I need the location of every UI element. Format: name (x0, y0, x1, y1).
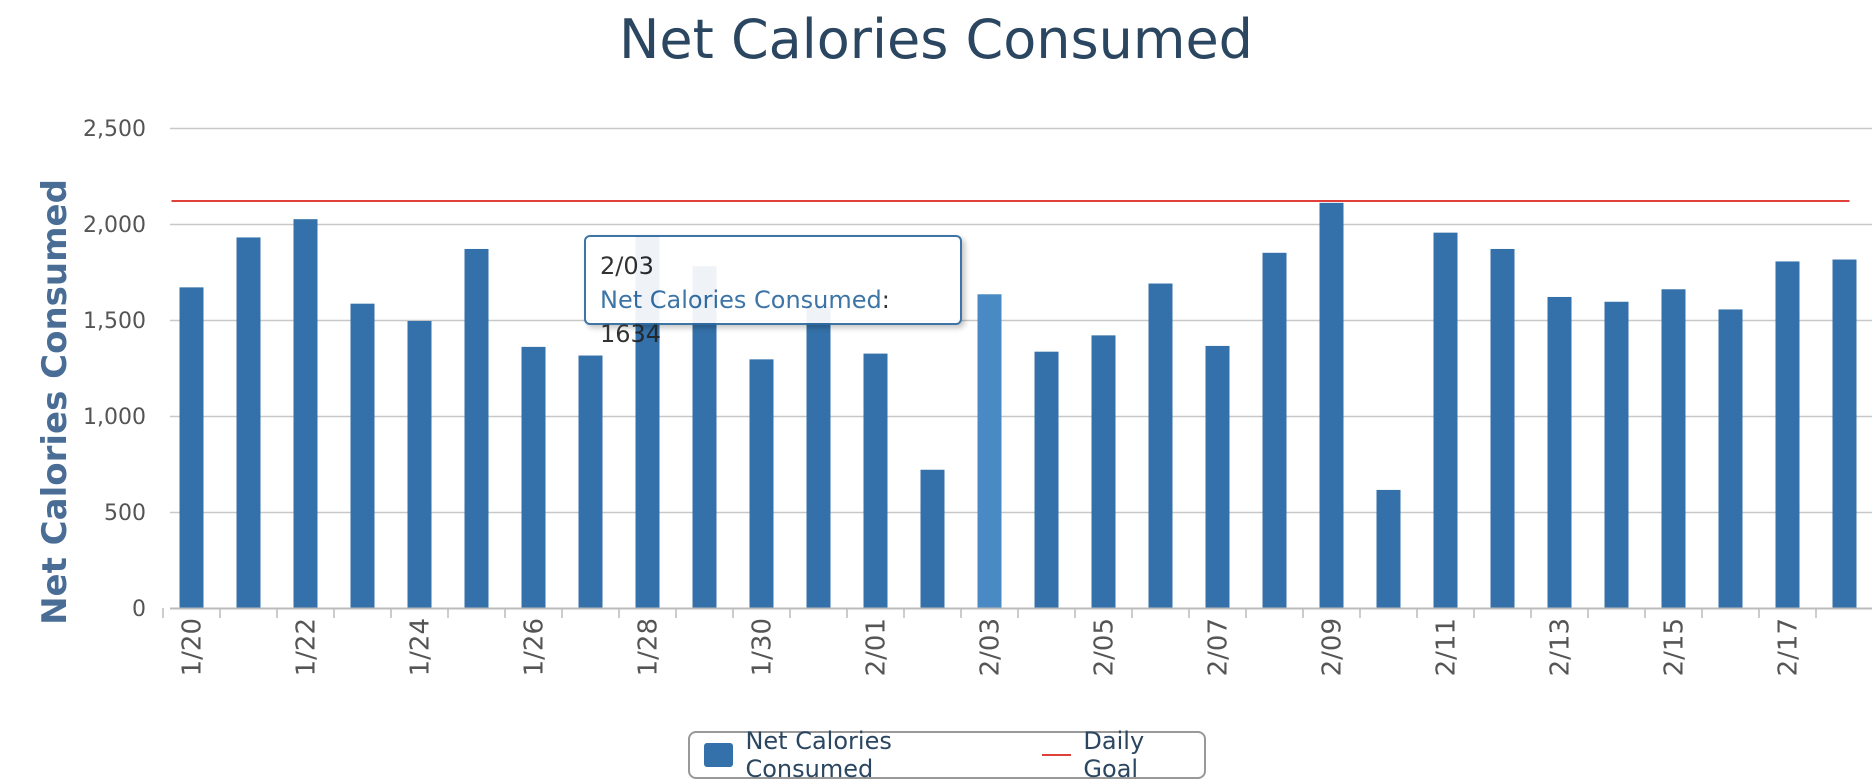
x-tick-label: 2/07 (1204, 618, 1234, 676)
bar-2-08[interactable] (1262, 252, 1287, 609)
legend-line-swatch (1042, 754, 1072, 756)
x-tick-label: 2/17 (1774, 618, 1804, 676)
bar-2-16[interactable] (1718, 309, 1743, 608)
bar-2-17[interactable] (1775, 261, 1800, 608)
tooltip-series-label: Net Calories Consumed (600, 286, 882, 314)
bar-1-26[interactable] (521, 346, 546, 608)
y-tick-label: 1,000 (83, 405, 146, 430)
gridlines (170, 127, 1872, 514)
x-tick-label: 2/13 (1546, 618, 1576, 676)
x-tick-label: 1/26 (520, 618, 550, 676)
tooltip-body: Net Calories Consumed: 1634 (600, 283, 946, 351)
bar-1-20[interactable] (179, 287, 204, 608)
bar-2-15[interactable] (1661, 289, 1686, 608)
y-tick-label: 0 (132, 597, 146, 622)
bar-2-14[interactable] (1604, 301, 1629, 608)
bar-2-04[interactable] (1034, 351, 1059, 608)
x-tick-label: 2/11 (1432, 618, 1462, 676)
bar-2-12[interactable] (1490, 248, 1515, 608)
x-tick-label: 2/03 (976, 618, 1006, 676)
bar-2-18[interactable] (1832, 259, 1857, 608)
bar-1-22[interactable] (293, 219, 318, 608)
bar-2-07[interactable] (1205, 345, 1230, 608)
bar-2-13[interactable] (1547, 296, 1572, 608)
bar-2-06[interactable] (1148, 283, 1173, 608)
bar-1-24[interactable] (407, 320, 432, 608)
y-tick-label: 1,500 (83, 309, 146, 334)
bar-2-10[interactable] (1376, 489, 1401, 608)
bar-2-05[interactable] (1091, 335, 1116, 608)
bar-1-25[interactable] (464, 248, 489, 608)
bars (179, 202, 1857, 609)
x-axis-ticks: 1/20 1/22 1/24 1/26 1/28 1/30 2/01 2/03 2/05 2/07… (162, 608, 1817, 676)
x-tick-label: 1/20 (178, 618, 208, 676)
bar-2-02[interactable] (920, 469, 945, 608)
y-tick-label: 2,500 (83, 117, 146, 142)
x-tick-label: 1/22 (292, 618, 322, 676)
x-tick-label: 1/24 (406, 618, 436, 676)
tooltip-separator: : (881, 286, 890, 314)
bar-1-21[interactable] (236, 237, 261, 608)
x-tick-label: 2/01 (862, 618, 892, 676)
chart-title: Net Calories Consumed (619, 8, 1253, 71)
x-tick-label: 1/28 (634, 618, 664, 676)
legend-bar-label: Net Calories Consumed (745, 727, 892, 783)
bar-1-30[interactable] (749, 359, 774, 608)
x-tick-label: 2/15 (1660, 618, 1690, 676)
bar-1-31[interactable] (806, 306, 831, 608)
x-tick-label: 1/30 (748, 618, 778, 676)
bar-2-03[interactable] (977, 294, 1002, 608)
bar-2-09[interactable] (1319, 202, 1344, 608)
bar-2-01[interactable] (863, 353, 888, 608)
legend-item-net-calories[interactable]: Net Calories Consumed (704, 727, 1022, 783)
data-tooltip: 2/03 Net Calories Consumed: 1634 (584, 235, 962, 348)
bar-1-27[interactable] (578, 355, 603, 608)
legend-line-label: Daily Goal (1083, 727, 1145, 783)
legend-bar-swatch (704, 743, 734, 767)
tooltip-date: 2/03 (600, 252, 654, 280)
bar-1-23[interactable] (350, 303, 375, 608)
y-axis-title: Net Calories Consumed (35, 179, 75, 625)
y-tick-label: 2,000 (83, 213, 146, 238)
y-axis-ticks: 0 500 1,000 1,500 2,000 2,500 (83, 117, 146, 622)
x-tick-label: 2/09 (1318, 618, 1348, 676)
y-tick-label: 500 (104, 501, 146, 526)
legend-item-daily-goal[interactable]: Daily Goal (1036, 727, 1204, 783)
bar-2-11[interactable] (1433, 232, 1458, 608)
x-tick-label: 2/05 (1090, 618, 1120, 676)
legend: Net Calories Consumed Daily Goal (688, 727, 1206, 783)
tooltip-value: 1634 (600, 320, 662, 348)
